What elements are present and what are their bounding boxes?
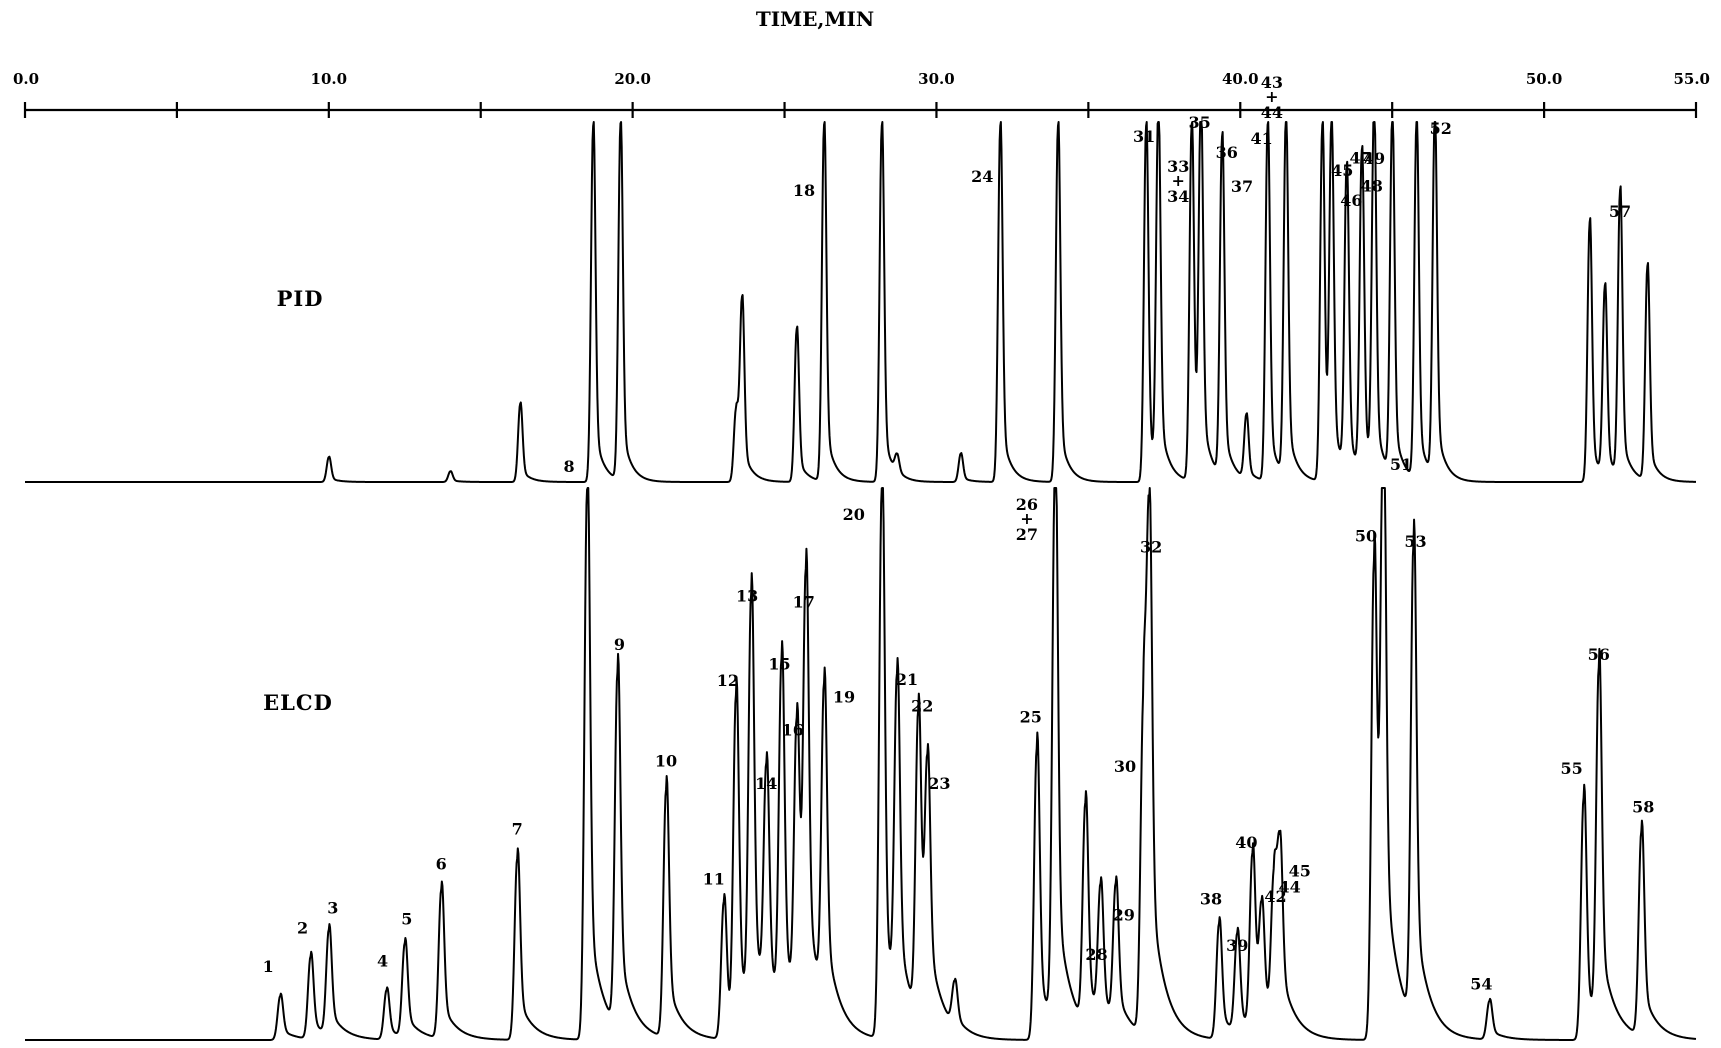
peak-label: 29 [1113, 906, 1135, 925]
peak-label: 51 [1390, 455, 1412, 474]
peak-label-plus: + [1172, 171, 1185, 190]
peak-label: 22 [911, 697, 933, 716]
peak-label: 43 [1261, 73, 1283, 92]
peak-label: 17 [793, 593, 815, 612]
peak-label: 12 [717, 671, 739, 690]
peak-label: 23 [928, 774, 950, 793]
peak-label: 19 [833, 688, 855, 707]
peak-label: 24 [971, 167, 993, 186]
peak-label: 20 [843, 505, 865, 524]
peak-label: 11 [703, 870, 725, 889]
peak-label: 6 [436, 855, 447, 874]
elcd-detector-label: ELCD [263, 690, 333, 715]
tick-label: 50.0 [1526, 70, 1563, 88]
peak-label: 45 [1331, 161, 1353, 180]
elcd-trace-line [24, 487, 1697, 1041]
peak-label: 40 [1235, 833, 1257, 852]
peak-label: 35 [1189, 113, 1211, 132]
peak-label: 48 [1361, 177, 1383, 196]
peak-label: 5 [401, 910, 412, 929]
peak-label: 50 [1355, 527, 1377, 546]
x-axis-title: TIME,MIN [756, 7, 874, 31]
peak-label: 46 [1340, 191, 1362, 210]
peak-label-plus: + [1265, 87, 1278, 106]
peak-label: 14 [755, 774, 777, 793]
peak-label: 30 [1114, 757, 1136, 776]
peak-label: 49 [1363, 149, 1385, 168]
tick-label: 10.0 [311, 70, 348, 88]
peak-label: 31 [1133, 127, 1155, 146]
peak-label: 57 [1609, 202, 1631, 221]
peak-label: 21 [896, 670, 918, 689]
peak-label: 7 [512, 820, 523, 839]
peak-label: 53 [1404, 532, 1426, 551]
peak-label: 25 [1020, 708, 1042, 727]
peak-label: 58 [1632, 798, 1654, 817]
time-axis: 0.0 10.0 20.0 30.0 40.0 50.0 55.0 [13, 70, 1710, 118]
peak-label: 32 [1140, 538, 1162, 557]
peak-label: 10 [655, 752, 677, 771]
peak-label: 41 [1250, 129, 1272, 148]
pid-trace-line [24, 121, 1697, 483]
peak-label: 42 [1264, 887, 1286, 906]
peak-label: 13 [736, 587, 758, 606]
peak-label: 36 [1216, 143, 1238, 162]
peak-label: 1 [263, 957, 274, 976]
peak-label: 38 [1200, 890, 1222, 909]
peak-label: 44 [1261, 103, 1283, 122]
tick-label: 55.0 [1673, 70, 1710, 88]
peak-label: 26 [1016, 495, 1038, 514]
peak-label: 3 [327, 899, 338, 918]
tick-label: 20.0 [614, 70, 651, 88]
peak-label: 52 [1430, 119, 1452, 138]
peak-label: 45 [1289, 862, 1311, 881]
peak-label: 28 [1085, 945, 1107, 964]
peak-label: 4 [377, 952, 388, 971]
elcd-trace-group: ELCD 12345678910111213141516171920212223… [24, 455, 1697, 1041]
tick-label: 30.0 [918, 70, 955, 88]
peak-label: 44 [1279, 878, 1301, 897]
peak-label: 8 [563, 457, 574, 476]
peak-label: 33 [1167, 157, 1189, 176]
peak-label: 37 [1231, 177, 1253, 196]
peak-label: 16 [782, 721, 804, 740]
peak-label: 55 [1560, 759, 1582, 778]
peak-label: 18 [793, 181, 815, 200]
peak-label: 56 [1588, 645, 1610, 664]
tick-label: 0.0 [13, 70, 39, 88]
peak-label: 27 [1016, 525, 1038, 544]
peak-label-plus: + [1020, 509, 1033, 528]
peak-label: 15 [768, 655, 790, 674]
peak-label: 39 [1226, 936, 1248, 955]
tick-label: 40.0 [1222, 70, 1259, 88]
peak-label: 9 [614, 635, 625, 654]
peak-label: 54 [1470, 975, 1492, 994]
peak-label: 47 [1349, 148, 1371, 167]
peak-label: 2 [297, 919, 308, 938]
peak-label: 34 [1167, 187, 1189, 206]
pid-trace-group: PID 18243133+343536374143+44454647484952… [24, 73, 1697, 483]
pid-detector-label: PID [277, 286, 324, 311]
